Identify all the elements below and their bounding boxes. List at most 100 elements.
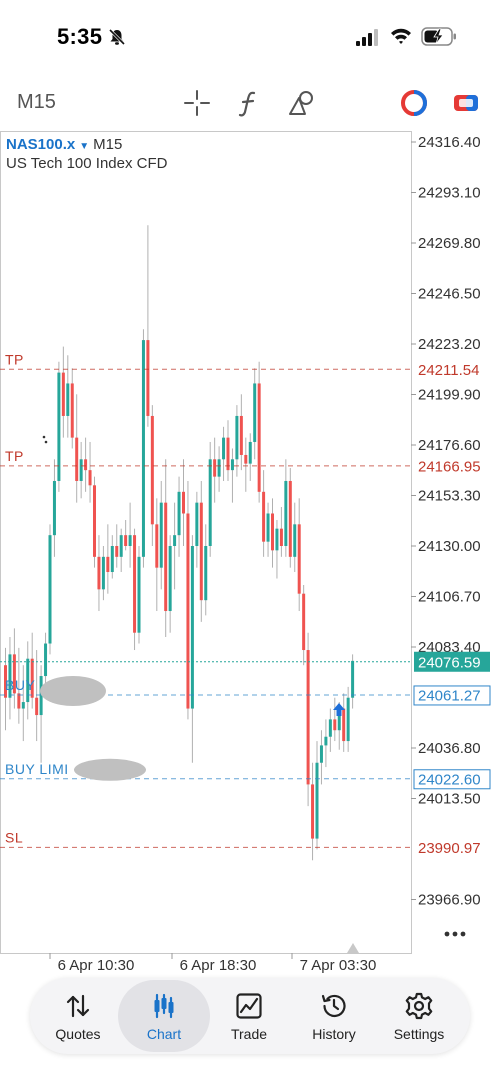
- price-tick-label: 24176.60: [418, 437, 481, 454]
- function-icon[interactable]: [234, 88, 264, 118]
- candle-body: [97, 556, 101, 590]
- candle-body: [39, 676, 43, 716]
- account-icon[interactable]: [399, 88, 429, 118]
- settings-gear-icon: [405, 992, 433, 1020]
- candle-body: [150, 415, 154, 525]
- timeframe-selector[interactable]: M15: [17, 91, 56, 113]
- candle-body: [70, 383, 74, 438]
- chart-dot: [44, 440, 48, 444]
- candle-body: [124, 535, 128, 546]
- candle-body: [57, 372, 61, 481]
- candle-body: [159, 502, 163, 568]
- nav-chart-label: Chart: [146, 1026, 182, 1042]
- order-line-label: TP: [5, 351, 24, 367]
- candle-body: [226, 437, 230, 471]
- candle-body: [186, 513, 190, 709]
- candle-body: [146, 340, 150, 416]
- price-tick-label: 24013.50: [418, 791, 481, 808]
- order-price-tag: 23990.97: [418, 840, 481, 857]
- candle-body: [248, 441, 252, 464]
- candle-body: [75, 437, 79, 481]
- candle-body: [319, 745, 323, 763]
- price-tick-label: 24153.30: [418, 488, 481, 505]
- time-tick-label: 7 Apr 03:30: [300, 957, 377, 974]
- status-time: 5:35: [57, 24, 103, 49]
- scroll-end-marker: [347, 943, 359, 953]
- candle-body: [115, 546, 119, 557]
- trade-toggle-icon[interactable]: [451, 88, 481, 118]
- candle-body: [168, 546, 172, 612]
- candle-body: [128, 535, 132, 546]
- nav-trade-label: Trade: [230, 1026, 268, 1042]
- nav-history[interactable]: History: [288, 980, 380, 1052]
- candle-body: [222, 437, 226, 460]
- candle-body: [284, 480, 288, 546]
- candle-body: [324, 736, 328, 746]
- symbol-caret-icon[interactable]: ▼: [79, 141, 90, 152]
- nav-settings[interactable]: Settings: [373, 980, 465, 1052]
- symbol-timeframe: M15: [93, 136, 123, 153]
- price-tick-label: 24223.20: [418, 336, 481, 353]
- symbol-header[interactable]: NAS100.x ▼ M15: [6, 136, 122, 153]
- price-tick-label: 24130.00: [418, 538, 481, 555]
- nav-quotes[interactable]: Quotes: [32, 980, 124, 1052]
- order-price-tag-box: [413, 685, 491, 706]
- candle-body: [351, 660, 355, 698]
- order-price-tag: 24061.27: [418, 687, 481, 704]
- draw-objects-icon[interactable]: [287, 88, 317, 118]
- order-price-tag: 24022.60: [418, 771, 481, 788]
- order-price-tag-box: [413, 769, 491, 790]
- price-tick-label: 24036.80: [418, 740, 481, 757]
- candle-body: [66, 383, 70, 416]
- candle-body: [271, 513, 274, 551]
- order-line-label: BUY LIMI: [5, 761, 69, 777]
- battery-charging-icon: [421, 27, 456, 46]
- chart-area[interactable]: 24316.40 24293.10 24269.80 24246.50 24223.20…: [0, 131, 498, 974]
- redacted-blob: [74, 758, 146, 781]
- candle-body: [302, 593, 306, 651]
- candle-body: [262, 491, 266, 542]
- price-tick-label: 24106.70: [418, 589, 481, 606]
- price-chart[interactable]: 24316.40 24293.10 24269.80 24246.50 24223.20…: [0, 131, 498, 974]
- candle-body: [230, 459, 234, 471]
- candle-body: [337, 708, 341, 731]
- price-tick-label: 24269.80: [418, 235, 481, 252]
- order-line-label: SL: [5, 829, 23, 845]
- symbol-name[interactable]: NAS100.x: [6, 136, 76, 153]
- price-tick-label: 24083.40: [418, 639, 481, 656]
- candle-body: [48, 535, 52, 644]
- nav-chart[interactable]: Chart: [118, 980, 210, 1052]
- nav-history-label: History: [312, 1026, 356, 1042]
- candle-body: [293, 524, 297, 557]
- candle-body: [155, 524, 159, 568]
- price-tick-label: 23966.90: [418, 892, 481, 909]
- candle-body: [182, 491, 185, 514]
- candle-body: [4, 665, 7, 698]
- candle-body: [84, 459, 88, 471]
- wifi-icon: [391, 28, 411, 44]
- nav-settings-label: Settings: [393, 1026, 445, 1042]
- nav-trade[interactable]: Trade: [203, 980, 295, 1052]
- candle-body: [110, 546, 114, 573]
- bottom-navigation: Quotes Chart Trade History: [30, 978, 470, 1054]
- candle-body: [26, 658, 30, 703]
- order-price-tag: 24166.95: [418, 458, 481, 475]
- order-price-tag: 24211.54: [418, 362, 479, 379]
- more-dots-icon[interactable]: [443, 928, 467, 940]
- candle-body: [141, 340, 145, 557]
- nav-quotes-label: Quotes: [55, 1026, 101, 1042]
- candle-body: [101, 556, 105, 590]
- current-price-tag-box: [414, 651, 490, 672]
- candle-body: [199, 502, 203, 601]
- buy-arrow-icon: [333, 703, 345, 716]
- time-tick-label: 6 Apr 18:30: [180, 957, 257, 974]
- time-tick-label: 6 Apr 10:30: [58, 957, 135, 974]
- signal-icon: [356, 29, 378, 46]
- history-clock-icon: [321, 994, 346, 1018]
- candle-body: [333, 719, 337, 731]
- candle-body: [279, 528, 283, 546]
- bell-slash-icon: [108, 28, 126, 46]
- candle-body: [315, 762, 319, 839]
- order-line-label: TP: [5, 448, 24, 464]
- crosshair-icon[interactable]: [182, 88, 212, 118]
